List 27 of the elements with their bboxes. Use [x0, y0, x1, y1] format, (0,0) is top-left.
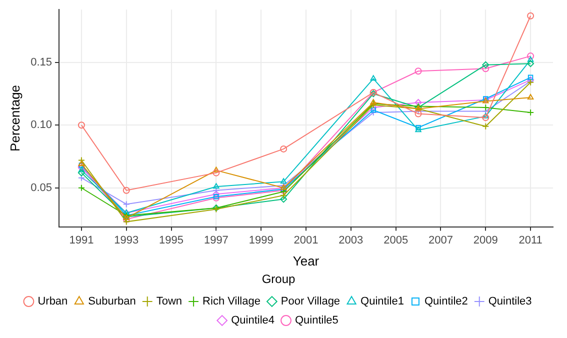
y-tick-label: 0.15 [30, 56, 52, 68]
y-tick-label: 0.05 [30, 182, 52, 194]
legend-label: Suburban [88, 296, 136, 308]
x-tick-label: 1997 [204, 234, 228, 246]
legend-label: Quintile5 [295, 314, 338, 327]
legend-label: Quintile2 [424, 296, 468, 308]
y-tick-label: 0.10 [30, 119, 52, 132]
legend-label: Town [156, 296, 182, 308]
legend-label: Poor Village [280, 296, 340, 308]
x-tick-label: 2009 [473, 234, 498, 246]
x-tick-label: 2011 [518, 234, 542, 246]
x-tick-label: 2005 [384, 234, 408, 246]
x-tick-label: 2007 [428, 234, 453, 246]
legend-label: Quintile1 [360, 296, 404, 308]
y-axis-title: Percentage [7, 84, 22, 152]
legend-label: Quintile3 [488, 296, 532, 308]
legend-label: Rich Village [202, 296, 260, 308]
x-tick-label: 1999 [248, 234, 274, 246]
legend-title: Group [262, 272, 296, 286]
x-tick-label: 1991 [69, 234, 94, 246]
x-tick-label: 1995 [159, 234, 184, 246]
x-tick-label: 2003 [338, 234, 364, 246]
x-tick-label: 1993 [114, 234, 139, 246]
legend-label: Urban [38, 296, 68, 308]
x-axis-title: Year [292, 253, 320, 268]
legend-label: Quintile4 [231, 314, 275, 327]
x-tick-label: 2001 [294, 234, 318, 246]
